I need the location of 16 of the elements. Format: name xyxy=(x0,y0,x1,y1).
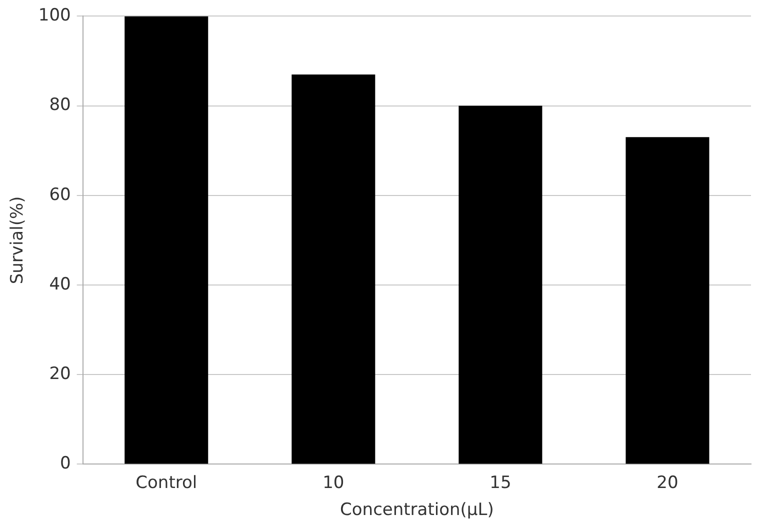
y-tick-label: 100 xyxy=(38,6,71,26)
y-tick-label: 20 xyxy=(49,364,71,384)
y-tick-label: 0 xyxy=(60,454,71,474)
x-axis-title: Concentration(μL) xyxy=(340,500,494,520)
bar xyxy=(124,16,208,464)
y-tick-label: 40 xyxy=(49,274,71,294)
y-axis-title: Survial(%) xyxy=(8,196,28,284)
bar xyxy=(292,74,376,464)
bar xyxy=(626,137,710,464)
x-tick-label: 10 xyxy=(322,472,344,493)
y-tick-label: 80 xyxy=(49,95,71,116)
x-tick-label: Control xyxy=(136,472,198,493)
x-tick-label: 20 xyxy=(656,472,678,493)
y-tick-label: 60 xyxy=(49,184,71,205)
bar xyxy=(458,106,542,464)
x-tick-label: 15 xyxy=(490,472,512,493)
